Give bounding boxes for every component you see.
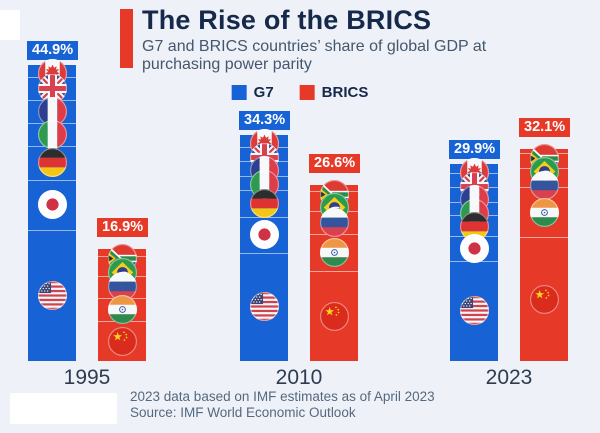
g7-value-label-2023: 29.9% xyxy=(449,139,501,159)
g7-value-label-2010: 34.3% xyxy=(239,110,291,130)
brics-value-label-1995: 16.9% xyxy=(97,218,149,238)
g7-value-label-1995: 44.9% xyxy=(27,40,79,60)
india-flag-icon xyxy=(319,238,349,268)
china-flag-icon xyxy=(319,301,349,331)
usa-flag-icon xyxy=(37,281,67,311)
page-title: The Rise of the BRICS xyxy=(142,5,432,35)
x-axis-label-2023: 2023 xyxy=(485,366,533,389)
russia-flag-icon xyxy=(529,170,559,200)
china-flag-icon xyxy=(107,326,137,356)
china-flag-icon xyxy=(529,284,559,314)
usa-flag-icon xyxy=(249,292,279,322)
chart-subtitle: G7 and BRICS countries’ share of global … xyxy=(142,38,487,73)
segment-divider xyxy=(520,236,568,238)
legend-item-brics: BRICS xyxy=(299,84,369,101)
x-axis-label-1995: 1995 xyxy=(63,366,111,389)
brics-value-label-2023: 32.1% xyxy=(519,118,571,138)
legend-label: BRICS xyxy=(321,84,369,101)
source-note: Source: IMF World Economic Outlook xyxy=(130,405,356,420)
japan-flag-icon xyxy=(37,190,67,220)
germany-flag-icon xyxy=(249,188,279,218)
segment-divider xyxy=(310,271,358,273)
top-left-logo-placeholder xyxy=(0,10,20,40)
title-accent-bar xyxy=(120,9,133,68)
g7-swatch-icon xyxy=(231,85,247,100)
brics-swatch-icon xyxy=(299,85,315,100)
bottom-left-logo-placeholder xyxy=(10,393,117,424)
usa-flag-icon xyxy=(459,296,489,326)
germany-flag-icon xyxy=(37,148,67,178)
japan-flag-icon xyxy=(249,220,279,250)
india-flag-icon xyxy=(107,295,137,324)
legend: G7 BRICS xyxy=(231,84,369,101)
segment-divider xyxy=(240,252,288,254)
india-flag-icon xyxy=(529,197,559,227)
uk-flag-icon xyxy=(37,73,67,103)
japan-flag-icon xyxy=(459,233,489,263)
italy-flag-icon xyxy=(37,120,67,150)
footnote: 2023 data based on IMF estimates as of A… xyxy=(130,389,435,404)
brics-value-label-2010: 26.6% xyxy=(309,154,361,174)
segment-divider xyxy=(28,179,76,181)
x-axis-label-2010: 2010 xyxy=(275,366,323,389)
russia-flag-icon xyxy=(319,208,349,238)
legend-label: G7 xyxy=(253,84,274,101)
legend-item-g7: G7 xyxy=(231,84,274,101)
segment-divider xyxy=(28,230,76,232)
